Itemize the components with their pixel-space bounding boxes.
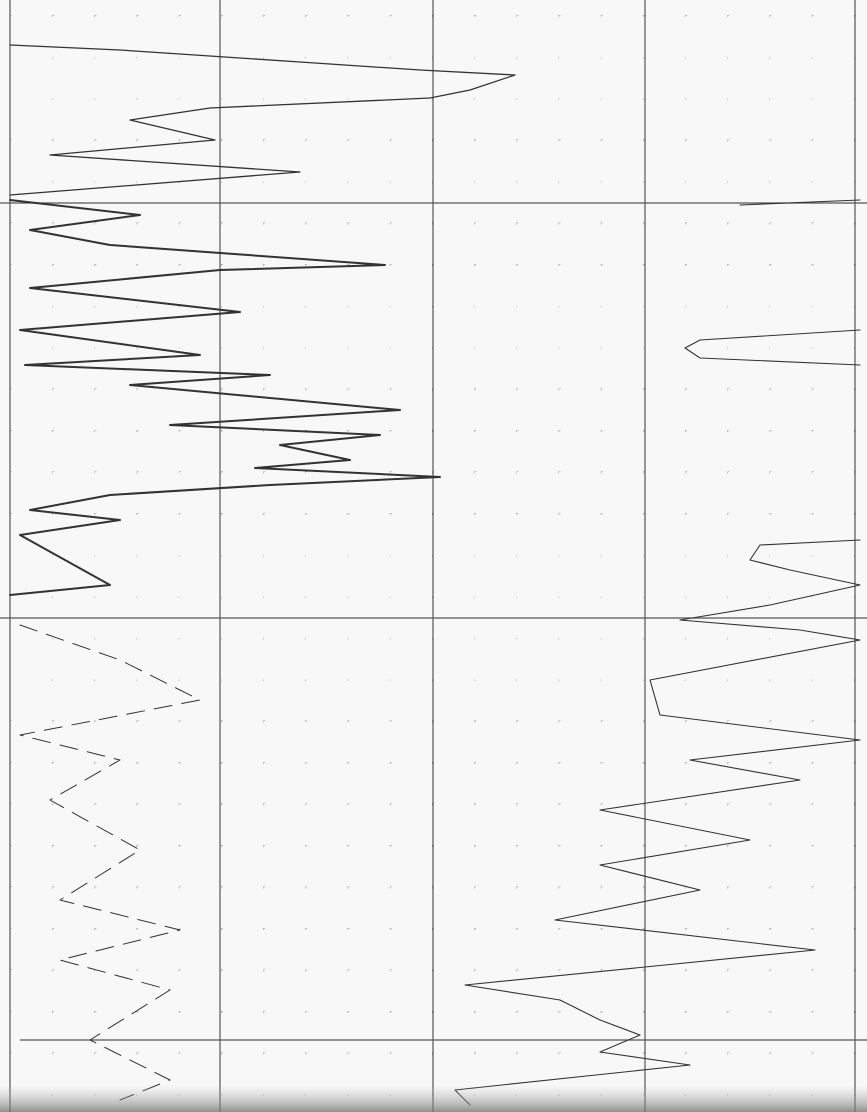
trace-left-main bbox=[9, 199, 441, 596]
trace-left-top bbox=[9, 44, 516, 196]
trace-left-broken bbox=[19, 624, 201, 1101]
trace-right-b bbox=[684, 329, 861, 366]
trace-right-a bbox=[739, 199, 861, 206]
trace-right-main bbox=[454, 539, 861, 1106]
traces bbox=[9, 44, 861, 1106]
scan-edge bbox=[0, 1085, 867, 1112]
